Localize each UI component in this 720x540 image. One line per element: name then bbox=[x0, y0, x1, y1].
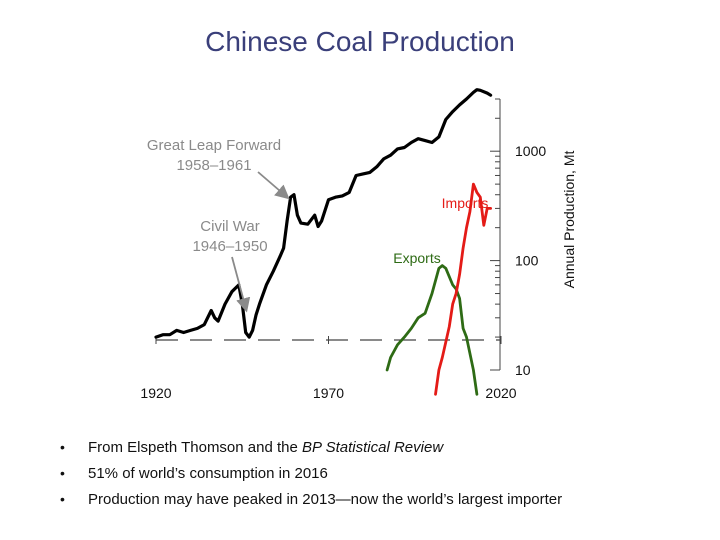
bullet-dot-icon: • bbox=[60, 465, 65, 481]
bullet-text: Production may have peaked in 2013—now t… bbox=[88, 491, 563, 508]
annotation-civil-war-title: Civil War bbox=[200, 218, 259, 235]
series-exports-line bbox=[385, 264, 479, 396]
y-tick-label: 100 bbox=[515, 253, 539, 269]
bullet-text-emphasis: BP Statistical Review bbox=[302, 439, 444, 456]
y-tick-label: 1000 bbox=[515, 143, 546, 159]
bullet-text: 51% of world’s consumption in 2016 bbox=[88, 465, 328, 482]
series-imports-line bbox=[434, 182, 493, 396]
y-axis-title: Annual Production, Mt bbox=[561, 151, 577, 289]
annotation-great-leap-years: 1958–1961 bbox=[176, 157, 251, 174]
annotation-great-leap-title: Great Leap Forward bbox=[147, 137, 281, 154]
bullet-list: • From Elspeth Thomson and the BP Statist… bbox=[60, 434, 562, 512]
page-title: Chinese Coal Production bbox=[205, 26, 515, 57]
bullet-item-source: • From Elspeth Thomson and the BP Statist… bbox=[60, 434, 562, 460]
x-tick-label: 2020 bbox=[485, 385, 516, 401]
annotation-great-leap-arrow bbox=[257, 171, 290, 200]
x-tick-label: 1970 bbox=[313, 385, 344, 401]
imports-label: Imports bbox=[442, 195, 489, 211]
bullet-item-peak: • Production may have peaked in 2013—now … bbox=[60, 486, 562, 512]
y-tick-label: 10 bbox=[515, 362, 531, 378]
exports-label: Exports bbox=[393, 250, 440, 266]
bullet-text-prefix: From Elspeth Thomson and the bbox=[88, 439, 302, 456]
x-tick-label: 1920 bbox=[140, 385, 171, 401]
series-production-line bbox=[154, 88, 493, 339]
bullet-dot-icon: • bbox=[60, 491, 65, 507]
bullet-dot-icon: • bbox=[60, 439, 65, 455]
annotation-civil-war-years: 1946–1950 bbox=[192, 238, 267, 255]
annotation-civil-war-arrow bbox=[231, 256, 251, 313]
bullet-item-consumption: • 51% of world’s consumption in 2016 bbox=[60, 460, 562, 486]
coal-production-chart: 1920 1970 2020 10 100 1000 Annual Production, … bbox=[140, 88, 577, 401]
